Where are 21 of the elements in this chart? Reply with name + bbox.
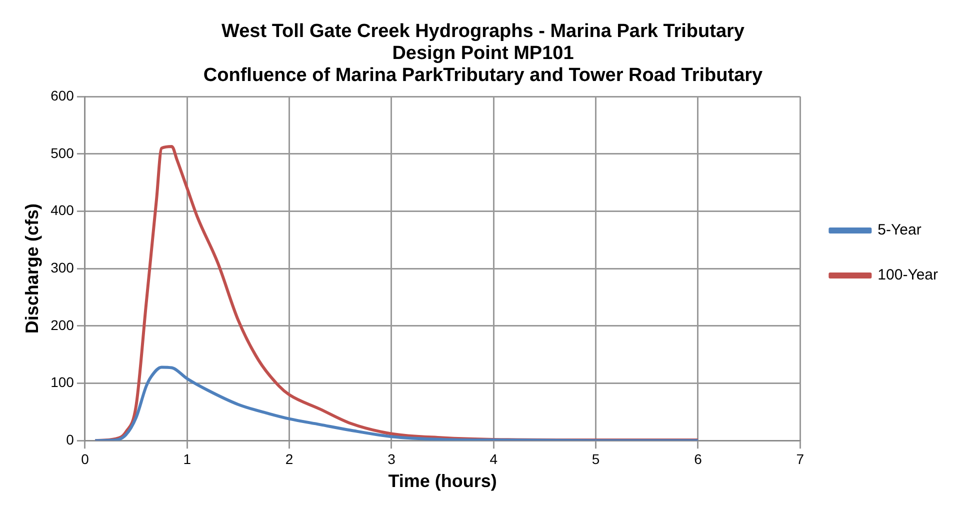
y-tick-label: 400 bbox=[50, 202, 74, 218]
legend-label: 100-Year bbox=[878, 266, 938, 284]
legend-label: 5-Year bbox=[878, 222, 922, 239]
x-tick-label: 5 bbox=[592, 450, 600, 467]
y-tick-label: 200 bbox=[50, 316, 74, 333]
y-tick-label: 300 bbox=[50, 259, 74, 276]
y-tick-label: 500 bbox=[50, 144, 74, 161]
x-tick-label: 6 bbox=[694, 450, 702, 467]
line-series bbox=[94, 366, 700, 441]
chart-title: West Toll Gate Creek Hydrographs - Marina Park Tributary Design Point MP101 Confluence of Marina ParkTributary and Tower Road Tributary bbox=[203, 21, 764, 86]
x-tick-label: 4 bbox=[490, 450, 498, 467]
x-tick-label: 7 bbox=[796, 450, 804, 467]
x-tick-label: 3 bbox=[388, 450, 396, 467]
x-tick-label: 1 bbox=[183, 450, 192, 467]
x-tick-label: 0 bbox=[81, 450, 90, 467]
y-tick-label: 0 bbox=[66, 431, 74, 448]
x-axis-title: Time (hours) bbox=[388, 471, 497, 492]
y-tick-label: 100 bbox=[50, 374, 74, 390]
x-tick-label: 2 bbox=[285, 450, 294, 467]
y-axis-title: Discharge (cfs) bbox=[22, 204, 42, 334]
y-tick-label: 600 bbox=[50, 87, 74, 104]
